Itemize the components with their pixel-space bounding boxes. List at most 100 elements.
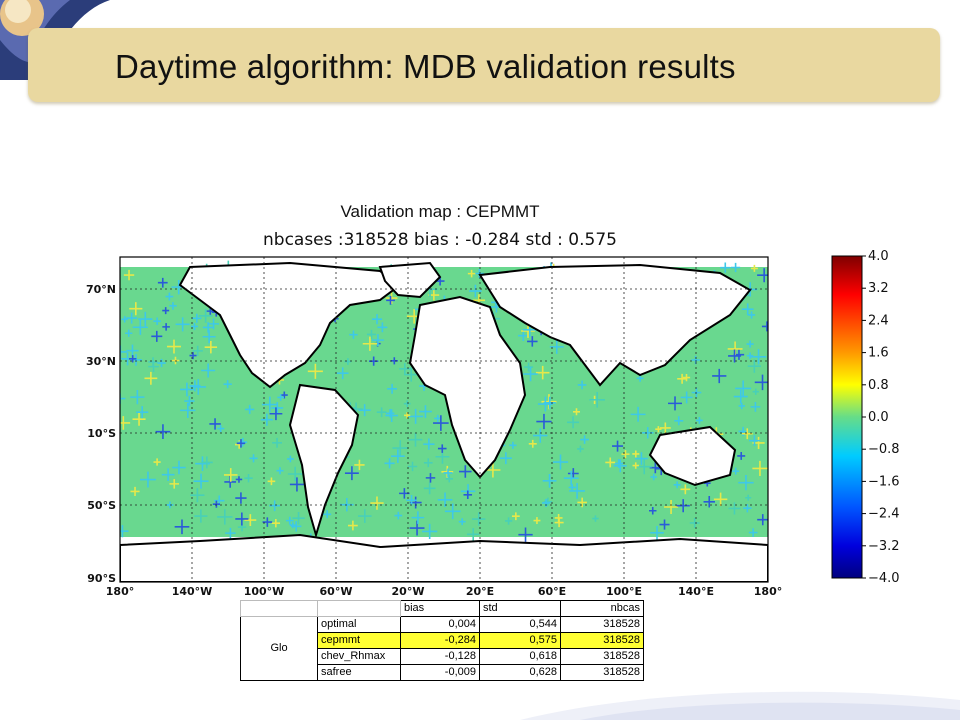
data-cross [422,523,438,539]
data-cross [236,439,246,448]
data-cross [695,417,703,424]
data-cross [743,504,752,513]
data-cross [682,373,691,382]
data-cross [244,473,253,483]
data-cross [307,363,323,379]
lon-label-180w: 180° [106,585,134,598]
data-cross [469,284,482,298]
data-cross [336,367,349,380]
data-cross [543,497,553,506]
data-cross [467,528,480,541]
data-cross [260,413,273,426]
data-cross [169,302,177,310]
header-bias: bias [400,600,480,617]
stats-table-container: bias std nbcas Glo optimal 0,004 0,544 3… [240,600,644,681]
data-cross [737,451,746,460]
data-cross [349,330,358,339]
data-cross [472,512,486,526]
data-cross [689,518,700,528]
data-cross [130,390,145,405]
data-cross [761,321,768,332]
data-cross [132,412,146,426]
lon-label-140w: 140°W [172,585,213,598]
data-cross [157,277,168,288]
data-cross [120,416,131,430]
data-cross [404,412,411,419]
colorbar-tick-label: 3.2 [868,281,889,296]
map-stats-line: nbcases :318528 bias : -0.284 std : 0.57… [263,230,617,250]
slide-title: Daytime algorithm: MDB validation result… [115,48,736,85]
data-cross [348,520,358,531]
data-cross [747,359,761,373]
data-cross [668,396,683,411]
data-cross [444,503,461,520]
validation-map: 70°N 30°N 10°S 50°S 90°S 180° 140°W 100°… [86,256,782,598]
data-cross [746,352,754,359]
title-banner [28,28,940,102]
data-cross [193,473,209,489]
data-cross [385,292,398,304]
lon-label-20e: 20°E [466,585,494,598]
data-cross [189,352,197,360]
data-cross [735,380,752,397]
data-cross [366,329,377,339]
continent-greenland [378,261,442,299]
data-cross [371,334,384,347]
table-corner-cell [240,600,318,617]
data-cross [169,479,180,489]
data-cross [543,396,556,409]
data-cross [290,521,302,532]
map-caption: Validation map : CEPMMT [340,202,540,221]
data-cross [174,519,190,535]
data-cross [123,269,135,281]
data-cross [746,340,754,348]
data-cross [132,319,148,335]
continent-europe-africa [408,295,527,479]
data-cross [459,465,472,478]
data-cross [285,516,294,525]
data-cross [128,355,137,363]
data-cross [289,477,304,492]
lat-label-30n: 30°N [86,355,116,368]
lat-label-70n: 70°N [86,283,116,296]
data-cross [738,426,748,437]
lon-label-60e: 60°E [538,585,566,598]
data-cross [267,477,276,486]
data-cross [518,330,529,341]
data-cross [750,402,761,412]
data-cross [409,520,425,536]
colorbar-tick-label: 0.0 [868,410,889,425]
data-cross [524,362,534,372]
colorbar-gradient [831,255,863,579]
data-cross [120,525,129,538]
continent-australia [648,425,737,487]
lon-label-20w: 20°W [392,585,425,598]
data-cross [650,473,657,481]
data-cross [184,395,195,407]
data-cross [161,468,175,481]
lat-label-50s: 50°S [87,499,116,512]
data-cross [269,407,283,421]
data-cross [354,459,365,471]
colorbar-tick-label: 1.6 [868,346,889,361]
data-cross [636,459,652,475]
data-cross [126,312,138,324]
data-cross [407,461,418,472]
data-cross [741,303,754,316]
data-cross [153,317,161,325]
data-cross [194,509,208,523]
data-cross [635,452,648,465]
data-cross [212,500,220,508]
data-cross [272,437,282,448]
data-cross [403,400,411,408]
data-cross [277,394,285,401]
table-row: Glo optimal 0,004 0,544 318528 [240,616,644,681]
data-cross [463,490,473,500]
data-cross [144,371,158,385]
data-cross [630,406,646,422]
header-nbcas: nbcas [560,600,644,617]
row-name: safree [317,664,401,681]
data-cross [433,415,449,431]
data-cross [225,527,236,539]
data-cross [245,404,255,415]
